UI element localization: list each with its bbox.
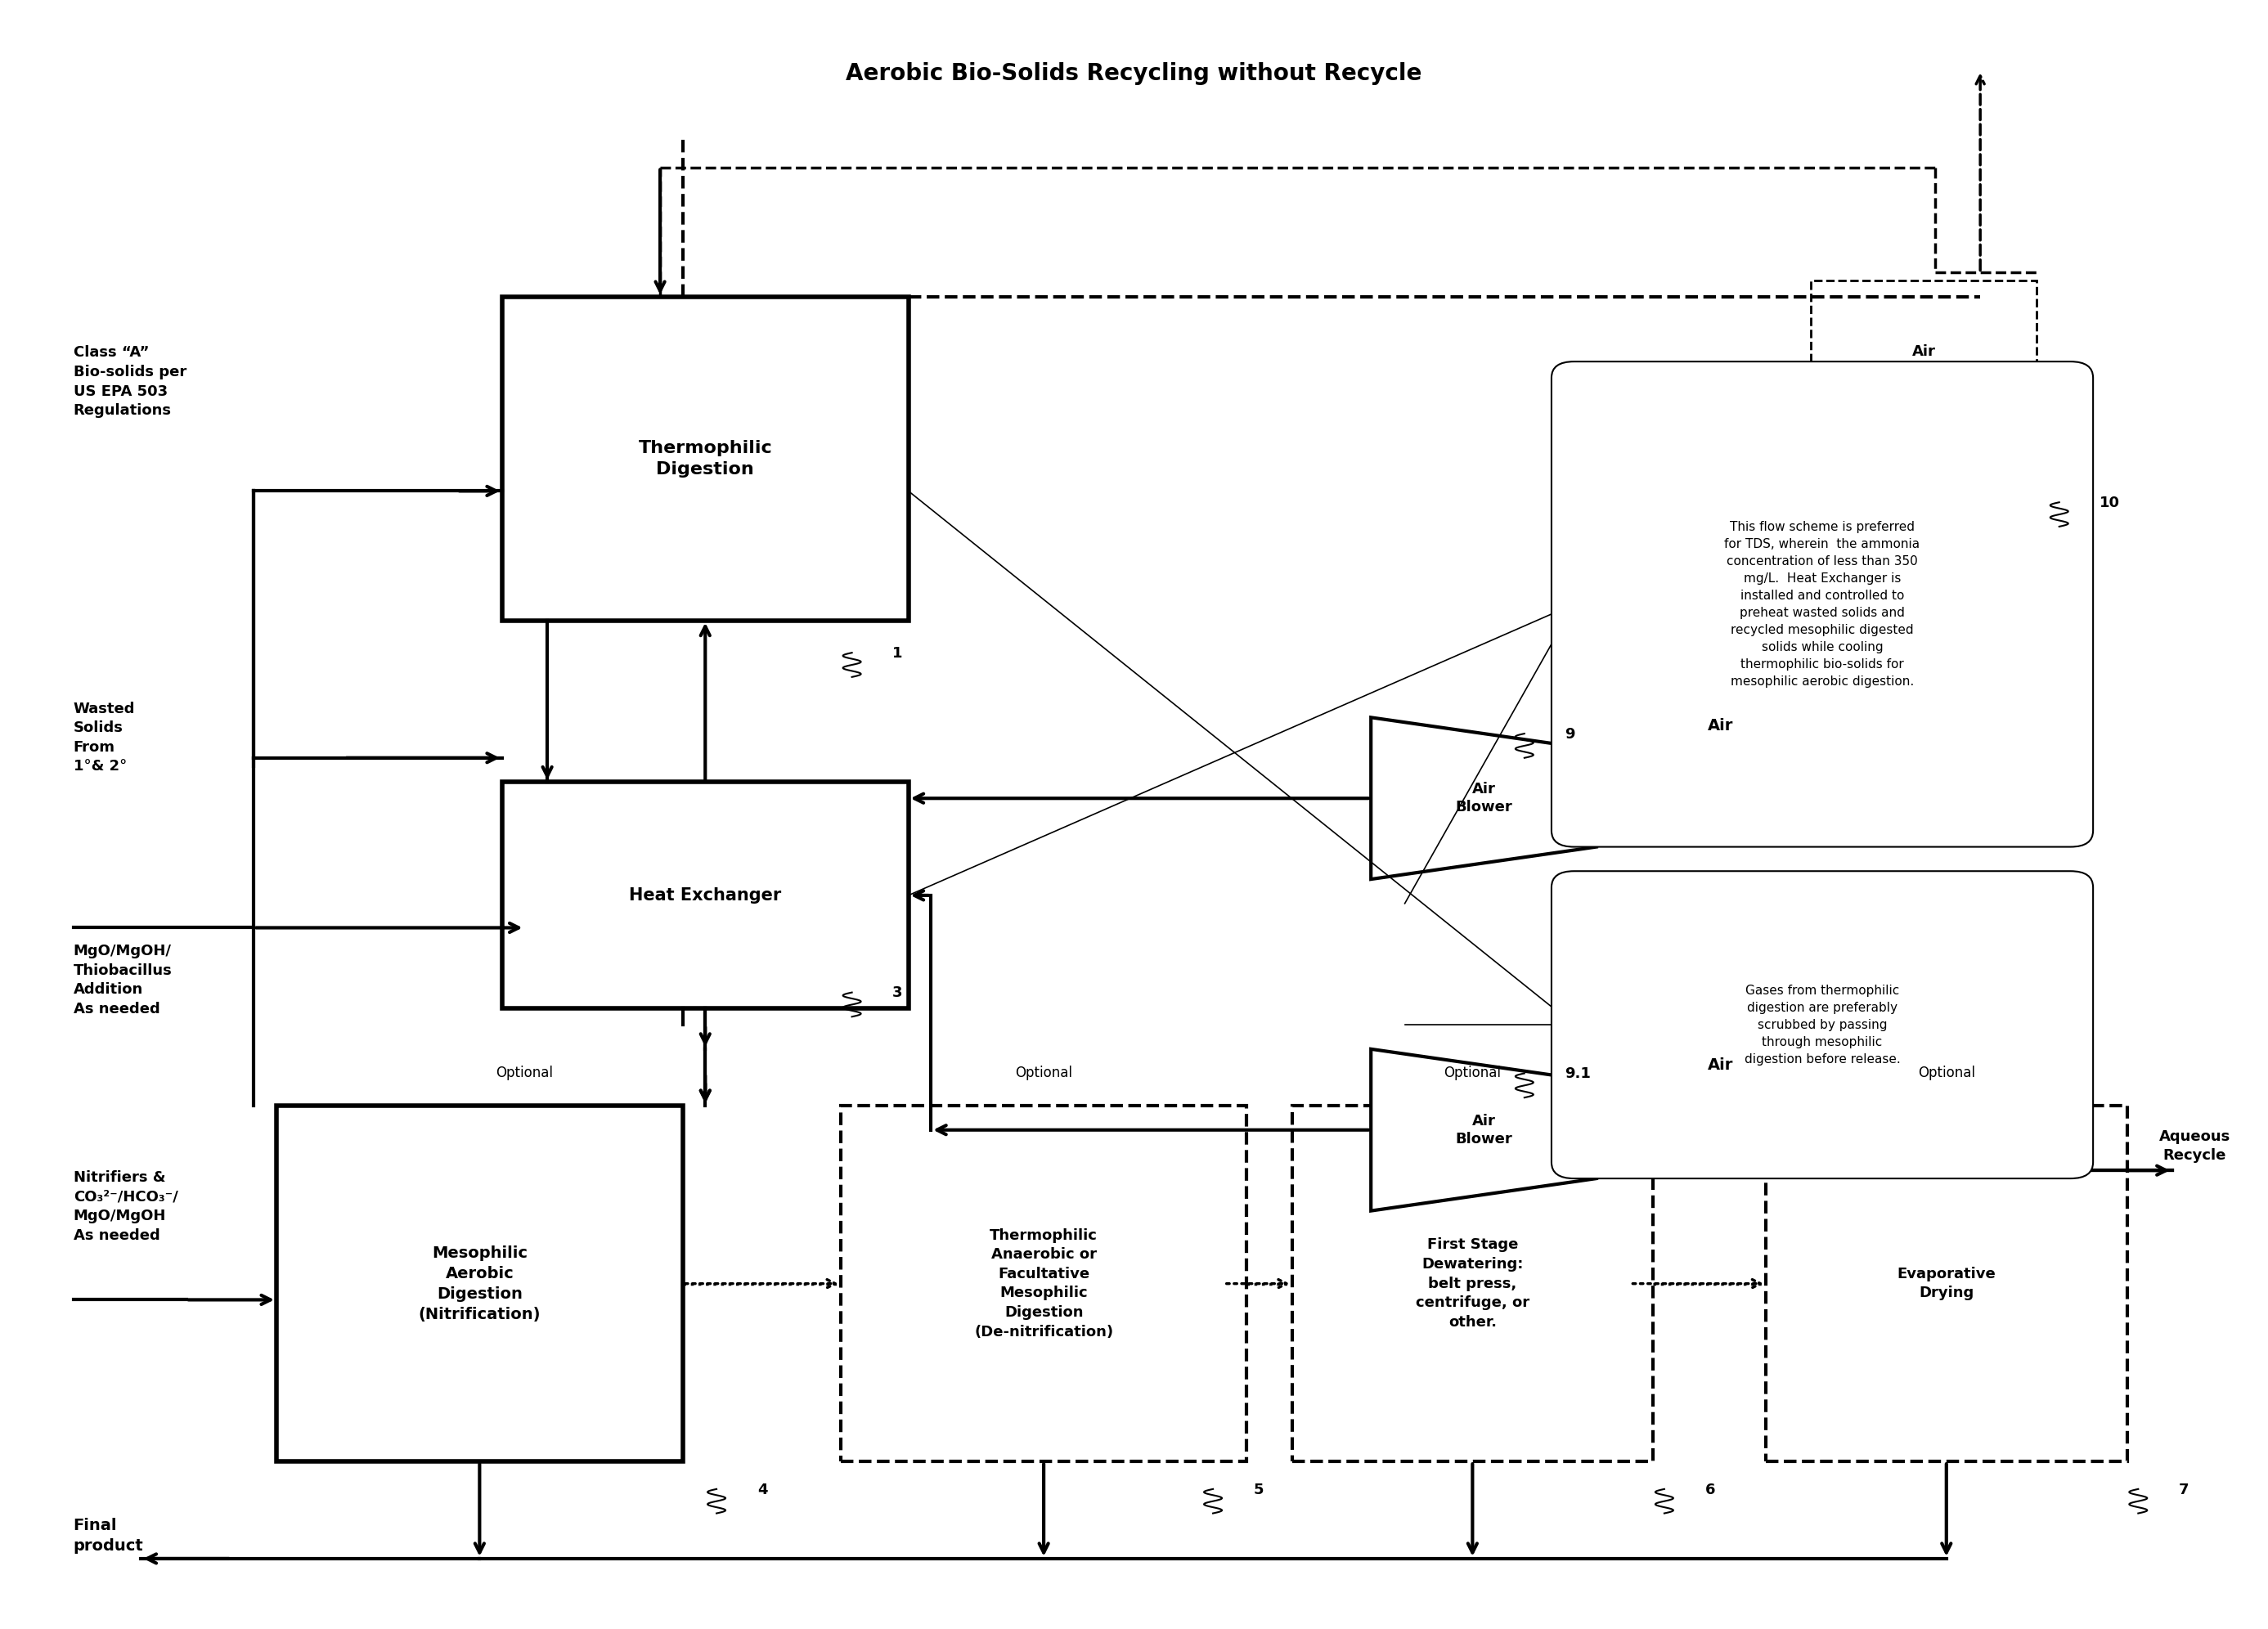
Text: Optional: Optional bbox=[1919, 1065, 1975, 1080]
FancyBboxPatch shape bbox=[1767, 1106, 2127, 1461]
Text: 1: 1 bbox=[894, 647, 903, 661]
Text: Evaporative
Drying: Evaporative Drying bbox=[1896, 1267, 1996, 1300]
FancyBboxPatch shape bbox=[1551, 872, 2093, 1178]
Text: Air
Blower: Air Blower bbox=[1456, 782, 1513, 814]
Text: Air: Air bbox=[1708, 718, 1733, 733]
FancyBboxPatch shape bbox=[1810, 280, 2037, 443]
Text: Heat Exchanger: Heat Exchanger bbox=[628, 888, 782, 904]
Text: Optional: Optional bbox=[497, 1065, 553, 1080]
Text: 3: 3 bbox=[894, 986, 903, 1000]
Text: Optional: Optional bbox=[1016, 1065, 1073, 1080]
Polygon shape bbox=[1370, 1049, 1597, 1210]
Text: 5: 5 bbox=[1254, 1482, 1263, 1497]
FancyBboxPatch shape bbox=[277, 1106, 683, 1461]
Text: Aqueous
Recycle: Aqueous Recycle bbox=[2159, 1129, 2229, 1163]
FancyBboxPatch shape bbox=[1551, 362, 2093, 847]
Text: Air: Air bbox=[1708, 1057, 1733, 1074]
FancyBboxPatch shape bbox=[841, 1106, 1247, 1461]
Text: 7: 7 bbox=[2180, 1482, 2189, 1497]
Text: This flow scheme is preferred
for TDS, wherein  the ammonia
concentration of les: This flow scheme is preferred for TDS, w… bbox=[1724, 521, 1921, 687]
Text: 4: 4 bbox=[758, 1482, 767, 1497]
Text: Air
Scrubber: Air Scrubber bbox=[1887, 345, 1962, 378]
Text: Class “A”
Bio-solids per
US EPA 503
Regulations: Class “A” Bio-solids per US EPA 503 Regu… bbox=[73, 345, 186, 419]
FancyBboxPatch shape bbox=[501, 782, 909, 1008]
Text: Thermophilic
Digestion: Thermophilic Digestion bbox=[637, 440, 771, 477]
Text: Mesophilic
Aerobic
Digestion
(Nitrification): Mesophilic Aerobic Digestion (Nitrificat… bbox=[417, 1245, 540, 1323]
Text: First Stage
Dewatering:
belt press,
centrifuge, or
other.: First Stage Dewatering: belt press, cent… bbox=[1415, 1238, 1529, 1329]
FancyBboxPatch shape bbox=[501, 296, 909, 621]
Text: Gases from thermophilic
digestion are preferably
scrubbed by passing
through mes: Gases from thermophilic digestion are pr… bbox=[1744, 984, 1901, 1065]
Text: 9: 9 bbox=[1565, 727, 1576, 741]
Text: Wasted
Solids
From
1°& 2°: Wasted Solids From 1°& 2° bbox=[73, 700, 136, 774]
Text: Optional: Optional bbox=[1445, 1065, 1501, 1080]
Text: Nitrifiers &
CO₃²⁻/HCO₃⁻/
MgO/MgOH
As needed: Nitrifiers & CO₃²⁻/HCO₃⁻/ MgO/MgOH As ne… bbox=[73, 1170, 177, 1243]
Text: 6: 6 bbox=[1706, 1482, 1715, 1497]
Text: Thermophilic
Anaerobic or
Facultative
Mesophilic
Digestion
(De-nitrification): Thermophilic Anaerobic or Facultative Me… bbox=[975, 1228, 1114, 1339]
Text: Final
product: Final product bbox=[73, 1518, 143, 1554]
Text: Aerobic Bio-Solids Recycling without Recycle: Aerobic Bio-Solids Recycling without Rec… bbox=[846, 62, 1422, 85]
Text: 10: 10 bbox=[2100, 495, 2121, 510]
FancyBboxPatch shape bbox=[1293, 1106, 1653, 1461]
Text: 9.1: 9.1 bbox=[1565, 1067, 1592, 1082]
Text: Air
Blower: Air Blower bbox=[1456, 1114, 1513, 1147]
Polygon shape bbox=[1370, 717, 1597, 880]
Text: MgO/MgOH/
Thiobacillus
Addition
As needed: MgO/MgOH/ Thiobacillus Addition As neede… bbox=[73, 943, 172, 1016]
